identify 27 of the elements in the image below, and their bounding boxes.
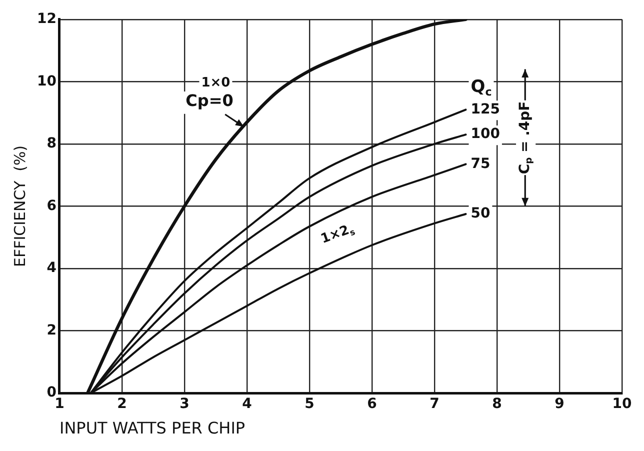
y-tick-label: 10 [37, 73, 57, 90]
series-label: 50 [470, 206, 490, 222]
y-tick-label: 0 [46, 384, 57, 401]
x-tick-label: 3 [180, 396, 190, 412]
x-tick-label: 1 [54, 396, 64, 412]
x-tick-label: 10 [612, 396, 632, 412]
y-tick-label: 8 [46, 136, 56, 152]
y-tick-label: 12 [37, 11, 56, 28]
series-label: 125 [470, 101, 500, 118]
y-tick-label: 6 [46, 198, 56, 214]
x-tick-label: 4 [242, 396, 252, 412]
x-tick-label: 8 [492, 396, 502, 412]
x-axis-title: INPUT WATTS PER CHIP [59, 418, 246, 438]
annotation: 1×2s [319, 222, 356, 247]
y-tick-label: 4 [46, 260, 57, 276]
annotation: Cp=0 [186, 91, 234, 110]
y-axis-title: EFFICIENCY (%) [10, 145, 29, 268]
x-tick-label: 2 [117, 396, 127, 412]
x-tick-label: 9 [554, 396, 564, 412]
annotation: 1×0 [201, 76, 230, 91]
annotation: Cp = .4pF [516, 101, 535, 174]
x-tick-label: 5 [304, 396, 314, 412]
x-tick-label: 7 [430, 396, 440, 412]
x-tick-label: 6 [367, 396, 377, 412]
y-tick-label: 2 [46, 322, 56, 338]
series-label: 75 [470, 156, 490, 172]
series-label: 100 [470, 126, 500, 142]
